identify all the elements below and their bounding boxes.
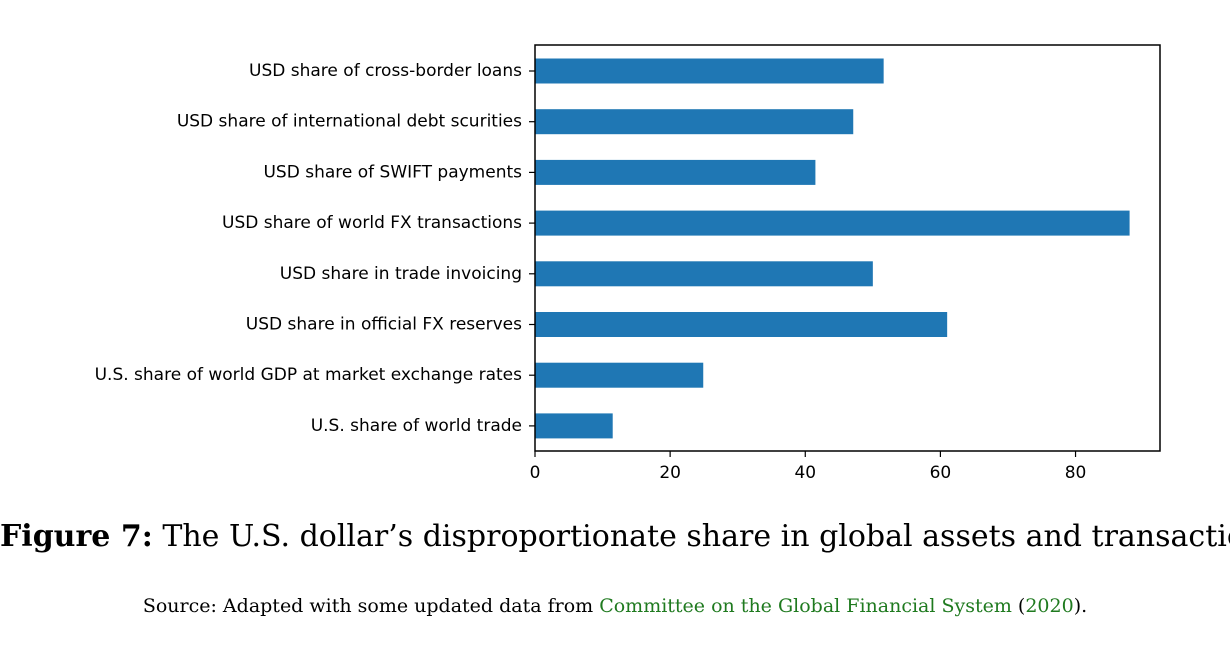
source-paren-close: ). bbox=[1073, 595, 1088, 617]
source-paren-open: ( bbox=[1011, 595, 1026, 617]
bar-chart: USD share of cross-border loans USD share… bbox=[95, 44, 1161, 483]
category-label: USD share of international debt scuritie… bbox=[177, 112, 522, 132]
figure-caption: Figure 7: The U.S. dollar’s disproportio… bbox=[0, 519, 1230, 554]
plot-frame bbox=[534, 44, 1161, 452]
source-year-link[interactable]: 2020 bbox=[1025, 595, 1074, 617]
figure-title: The U.S. dollar’s disproportionate share… bbox=[162, 519, 1230, 554]
category-label: USD share in trade invoicing bbox=[280, 264, 522, 284]
bar bbox=[535, 362, 704, 388]
bar bbox=[535, 58, 884, 84]
bar bbox=[535, 413, 613, 439]
figure-label: Figure 7: bbox=[0, 519, 153, 554]
x-tick-label: 40 bbox=[794, 463, 816, 483]
category-label: USD share of cross-border loans bbox=[249, 61, 522, 81]
source-prefix: Source: Adapted with some updated data f… bbox=[142, 595, 600, 617]
bars-layer bbox=[535, 58, 1130, 439]
x-tick-label: 80 bbox=[1065, 463, 1087, 483]
x-tick-label: 0 bbox=[530, 463, 541, 483]
bar bbox=[535, 159, 816, 185]
category-label: USD share in official FX reserves bbox=[246, 315, 522, 335]
x-tick-label: 60 bbox=[930, 463, 952, 483]
bar bbox=[535, 109, 854, 135]
source-note: Source: Adapted with some updated data f… bbox=[0, 595, 1230, 617]
bar bbox=[535, 261, 873, 287]
x-axis-ticks: 0 20 40 60 80 bbox=[530, 451, 1087, 483]
category-labels: USD share of cross-border loans USD share… bbox=[95, 61, 535, 436]
category-label: U.S. share of world GDP at market exchan… bbox=[95, 365, 523, 385]
category-label: USD share of SWIFT payments bbox=[263, 162, 522, 182]
category-label: U.S. share of world trade bbox=[311, 416, 522, 436]
x-tick-label: 20 bbox=[659, 463, 681, 483]
bar bbox=[535, 312, 948, 337]
source-link[interactable]: Committee on the Global Financial System bbox=[599, 595, 1012, 617]
category-label: USD share of world FX transactions bbox=[222, 213, 522, 233]
bar bbox=[535, 210, 1130, 236]
